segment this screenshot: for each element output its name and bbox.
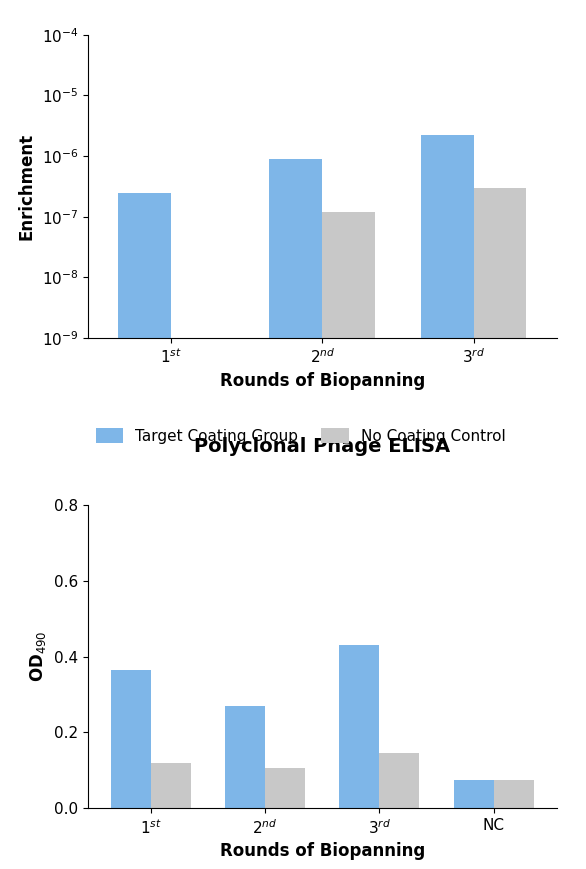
Y-axis label: OD$_{490}$: OD$_{490}$ <box>28 631 49 682</box>
X-axis label: Rounds of Biopanning: Rounds of Biopanning <box>220 372 425 390</box>
Bar <box>111 670 151 808</box>
Bar <box>151 763 191 808</box>
Bar <box>322 212 375 869</box>
Bar <box>454 779 494 808</box>
Bar <box>265 768 305 808</box>
Bar <box>171 338 224 869</box>
Legend: Target Coating Group, No Coating Control: Target Coating Group, No Coating Control <box>96 428 506 443</box>
X-axis label: Rounds of Biopanning: Rounds of Biopanning <box>220 842 425 860</box>
Bar <box>339 645 380 808</box>
Bar <box>225 706 265 808</box>
Title: Polyclonal Phage ELISA: Polyclonal Phage ELISA <box>194 437 451 456</box>
Bar <box>473 188 526 869</box>
Bar <box>421 136 473 869</box>
Bar <box>270 159 322 869</box>
Y-axis label: Enrichment: Enrichment <box>18 133 36 240</box>
Bar <box>380 753 420 808</box>
Bar <box>494 780 534 808</box>
Bar <box>118 193 171 869</box>
